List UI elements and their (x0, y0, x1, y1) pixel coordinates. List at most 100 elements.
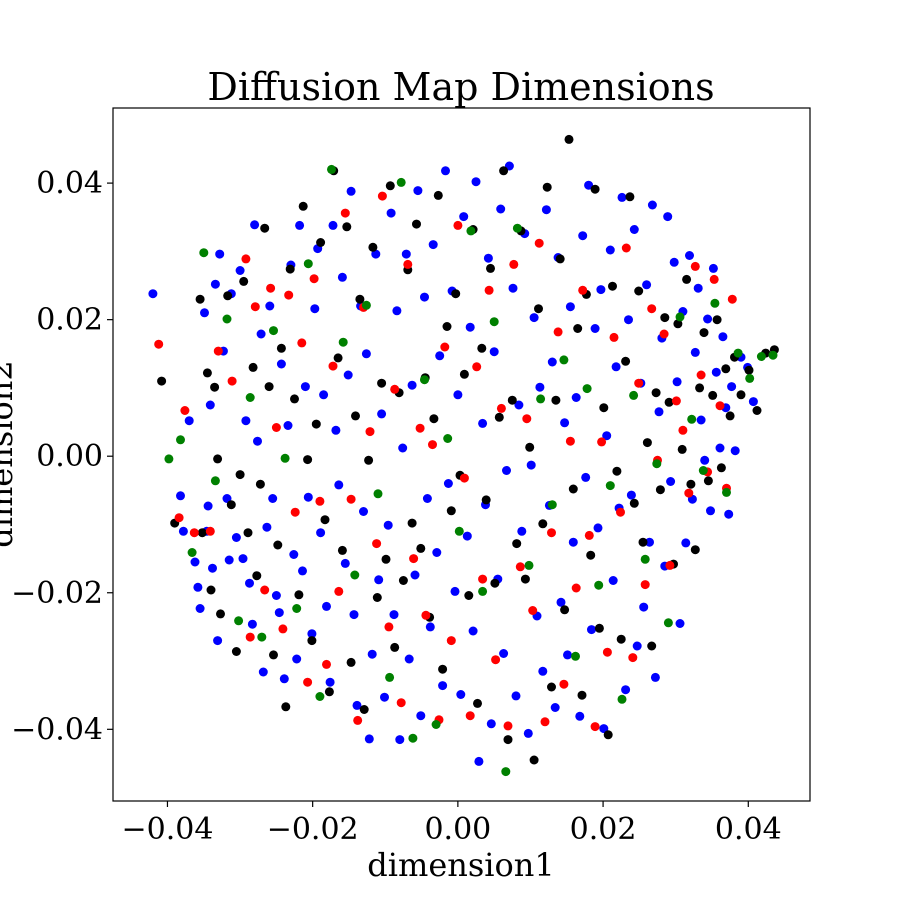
data-point (334, 586, 344, 596)
data-point (184, 416, 194, 426)
data-point (435, 351, 445, 361)
data-point (271, 423, 281, 432)
data-point (715, 443, 725, 453)
data-point (337, 272, 347, 282)
data-point (295, 220, 305, 230)
data-point (698, 466, 708, 475)
data-point (577, 690, 587, 700)
data-point (442, 322, 452, 331)
data-point (420, 375, 429, 385)
data-point (647, 200, 657, 210)
data-point (443, 479, 453, 488)
data-point (206, 585, 216, 595)
data-point (690, 347, 700, 357)
data-point (364, 455, 374, 465)
data-point (708, 263, 718, 273)
data-point (503, 721, 513, 731)
data-point (617, 694, 627, 704)
data-point (616, 634, 626, 644)
data-point (416, 711, 426, 721)
data-point (428, 240, 438, 250)
data-point (594, 623, 604, 633)
data-point (148, 289, 158, 299)
data-point (361, 300, 371, 310)
data-point (473, 698, 482, 708)
data-point (733, 348, 743, 358)
data-point (693, 283, 703, 293)
data-point (602, 647, 612, 657)
data-point (590, 184, 600, 194)
data-point (205, 400, 215, 410)
data-point (266, 283, 276, 293)
data-point (551, 395, 561, 405)
data-point (560, 418, 570, 428)
data-point (401, 249, 411, 259)
data-point (245, 393, 255, 402)
data-point (573, 324, 583, 333)
data-point (706, 506, 715, 516)
data-point (390, 642, 400, 652)
data-point (696, 370, 706, 380)
data-point (484, 285, 494, 295)
data-point (289, 550, 299, 559)
data-point (520, 574, 530, 584)
data-point (712, 315, 722, 325)
data-point (625, 192, 635, 202)
data-point (652, 459, 662, 469)
data-point (404, 654, 414, 664)
data-point (768, 350, 778, 360)
data-point (210, 382, 220, 392)
data-point (695, 383, 705, 393)
data-point (678, 425, 688, 435)
data-point (438, 664, 448, 674)
data-point (730, 446, 740, 456)
data-point (372, 593, 382, 602)
data-point (189, 528, 199, 538)
data-point (677, 444, 687, 454)
data-point (578, 285, 588, 295)
data-point (710, 298, 720, 308)
data-point (553, 327, 563, 337)
data-point (621, 685, 631, 695)
data-point (245, 632, 255, 642)
data-point (443, 434, 453, 443)
data-point (384, 622, 394, 632)
data-point (407, 518, 417, 528)
data-point (509, 259, 519, 269)
data-point (512, 223, 522, 233)
data-point (663, 618, 673, 628)
data-point (364, 734, 374, 744)
data-point (629, 390, 639, 400)
x-tick-label: −0.04 (121, 812, 213, 847)
data-point (602, 431, 612, 441)
data-point (315, 496, 325, 506)
data-point (634, 378, 644, 388)
data-point (642, 438, 652, 448)
data-point (594, 580, 604, 590)
y-tick-label: −0.04 (11, 712, 103, 747)
data-point (407, 380, 417, 390)
data-point (608, 576, 618, 585)
data-point (722, 487, 731, 497)
data-point (578, 231, 588, 241)
data-point (429, 414, 439, 424)
data-point (390, 384, 400, 394)
data-point (346, 494, 356, 504)
data-point (342, 222, 352, 232)
data-point (210, 279, 220, 289)
data-point (611, 362, 621, 372)
data-point (234, 616, 244, 626)
data-point (507, 395, 517, 405)
data-point (176, 435, 185, 445)
data-point (609, 332, 619, 342)
data-point (352, 700, 362, 710)
data-point (629, 498, 639, 508)
data-point (502, 466, 511, 475)
data-point (727, 294, 737, 304)
data-point (503, 735, 513, 745)
data-point (310, 304, 320, 314)
data-point (459, 369, 469, 379)
data-point (538, 666, 548, 676)
data-point (241, 254, 251, 264)
data-point (571, 583, 581, 593)
